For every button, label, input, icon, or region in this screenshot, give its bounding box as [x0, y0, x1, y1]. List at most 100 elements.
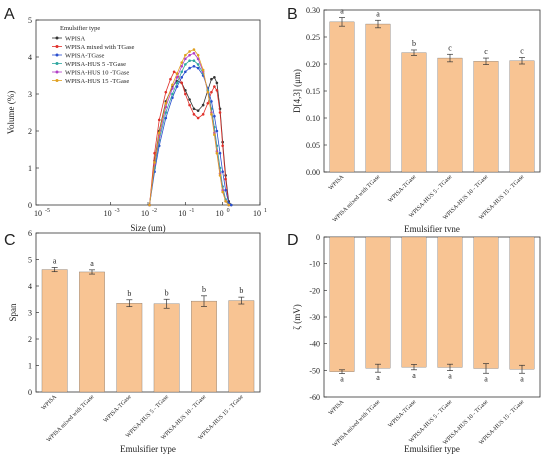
x-category-label: WPISA	[328, 399, 346, 417]
series-line-5	[149, 49, 229, 206]
plot-frame	[323, 9, 541, 173]
y-tick-label: 0	[28, 201, 32, 210]
legend-marker	[55, 79, 59, 82]
x-tick-label-min: 10	[34, 209, 42, 218]
legend-marker	[55, 45, 59, 48]
y-tick-label: 0.05	[306, 141, 320, 150]
series-point	[175, 81, 179, 85]
series-point	[148, 203, 151, 207]
y-axis-title-c: Span	[8, 303, 18, 322]
x-tick-label: 10	[104, 209, 112, 218]
legend-marker	[55, 70, 59, 74]
bar	[365, 236, 391, 369]
y-tick-label: 0.20	[306, 60, 320, 69]
bar	[437, 57, 463, 173]
legend-marker	[55, 53, 59, 57]
bar	[509, 236, 535, 370]
series-point	[218, 111, 222, 114]
series-point	[188, 98, 191, 101]
series-point	[196, 66, 200, 70]
series-point	[172, 70, 176, 74]
significance-letter: a	[376, 9, 380, 18]
y-tick-label: -40	[309, 340, 320, 349]
y-tick-label: 0.30	[306, 6, 320, 15]
y-tick-label: 6	[28, 229, 32, 238]
series-point	[215, 81, 219, 85]
plot-frame	[323, 236, 541, 398]
series-point	[153, 151, 156, 155]
series-point	[164, 90, 168, 94]
series-point	[215, 151, 219, 155]
x-axis-title-b: Emulsifier tvne	[404, 224, 460, 234]
series-point	[157, 131, 161, 135]
legend-marker	[55, 62, 59, 65]
x-category-label: WPISA-TGase	[103, 394, 133, 424]
panel-letter-b: B	[287, 6, 298, 23]
series-point	[227, 203, 230, 207]
significance-letter: b	[239, 286, 243, 295]
significance-letter: a	[53, 256, 57, 265]
y-tick-label: -50	[309, 366, 320, 375]
bar	[79, 271, 105, 393]
y-tick-label: 4	[28, 53, 32, 62]
series-point	[192, 52, 196, 55]
series-line-1	[149, 71, 230, 206]
series-point	[180, 76, 184, 79]
y-tick-label: 1	[28, 362, 32, 371]
bar	[228, 300, 255, 393]
series-point	[213, 85, 216, 88]
y-tick-label: -60	[309, 393, 320, 402]
series-line-3	[149, 60, 230, 206]
y-tick-label: 0	[28, 388, 32, 397]
bar	[401, 52, 427, 173]
series-point	[221, 144, 224, 148]
series-point	[188, 66, 191, 70]
y-tick-label: 0.00	[306, 168, 320, 177]
x-axis-title-c: Emulsifier type	[120, 444, 176, 454]
series-point	[188, 103, 191, 107]
series-point	[192, 59, 196, 62]
series-point	[171, 96, 174, 99]
significance-letter: b	[165, 288, 169, 297]
significance-letter: a	[484, 374, 488, 383]
series-point	[164, 101, 168, 105]
x-axis-title-a: Size (um)	[130, 223, 165, 233]
series-point	[201, 68, 205, 72]
series-point	[221, 170, 224, 173]
series-point	[206, 101, 210, 105]
x-tick-label: 10	[178, 209, 186, 218]
y-tick-label: 3	[28, 90, 32, 99]
significance-letter: a	[520, 374, 524, 383]
y-tick-label: -10	[309, 260, 320, 269]
series-point	[157, 118, 161, 122]
series-line-0	[149, 76, 232, 206]
series-point	[229, 203, 233, 207]
bar	[365, 23, 391, 173]
significance-letter: b	[127, 289, 131, 298]
y-tick-label: 0.15	[306, 87, 320, 96]
series-point	[180, 64, 184, 68]
significance-letter: a	[340, 7, 344, 16]
significance-letter: c	[484, 47, 488, 56]
significance-letter: a	[340, 375, 344, 384]
series-point	[224, 188, 227, 192]
y-axis-title-b: D[4,3] (μm)	[292, 69, 302, 113]
legend-marker	[55, 36, 59, 40]
significance-letter: b	[412, 39, 416, 48]
significance-letter: c	[448, 43, 452, 52]
plot-frame	[35, 232, 261, 393]
bar	[437, 236, 463, 368]
series-point	[184, 57, 187, 61]
series-point	[210, 77, 213, 81]
series-point	[196, 116, 200, 120]
y-tick-label: 2	[28, 335, 32, 344]
series-point	[171, 83, 174, 87]
bar	[473, 61, 499, 173]
series-point	[175, 76, 179, 79]
series-point	[188, 59, 191, 62]
x-tick-exponent: -2	[152, 208, 157, 214]
y-tick-label: 0	[316, 233, 320, 242]
y-tick-label: -20	[309, 286, 320, 295]
